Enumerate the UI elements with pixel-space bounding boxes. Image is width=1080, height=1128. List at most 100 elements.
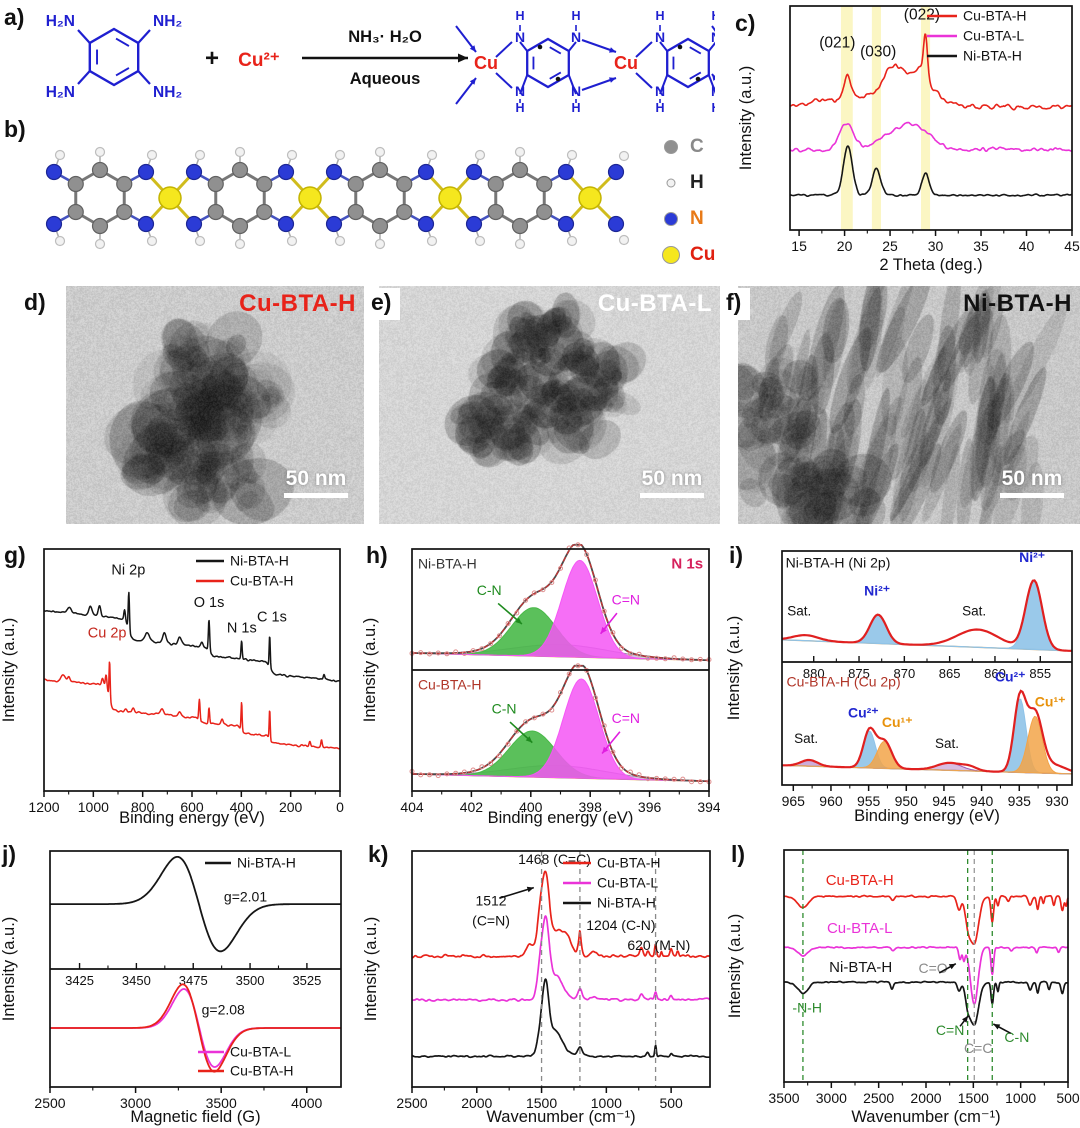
x-tick-label: 940 [970, 793, 994, 809]
hydrogen-label: H [655, 101, 664, 114]
data-point [435, 773, 441, 779]
annotation: Ni-BTA-H [418, 555, 477, 571]
data-point [662, 776, 668, 782]
x-tick-label: 400 [230, 799, 254, 815]
data-point [697, 779, 703, 785]
legend-label: Cu-BTA-L [963, 28, 1024, 44]
data-point [592, 695, 598, 701]
plus-sign: + [205, 45, 219, 72]
panel-letter-a: a) [4, 4, 25, 30]
data-point [418, 650, 424, 656]
legend-label: Ni-BTA-H [963, 48, 1022, 64]
data-point [549, 580, 555, 585]
annotation: (C=N) [472, 912, 510, 928]
panel-letter-k: k) [368, 841, 389, 867]
annotation: Ni²⁺ [1019, 549, 1045, 565]
x-tick-label: 25 [882, 238, 898, 254]
radical-dot [537, 44, 543, 50]
copper-atom [158, 186, 182, 210]
fit-dashed [412, 544, 709, 661]
annotation: Cu¹⁺ [882, 714, 913, 730]
panel-k-ftir: 1468 (C=C) 1512 (C=N) 1204 (C-N) 620 (M-N) 25… [360, 830, 720, 1128]
legend-label-N: N [690, 208, 704, 229]
hydrogen-label: H [515, 101, 524, 114]
data-point [566, 671, 572, 677]
series-Ni-BTA-H [43, 591, 341, 683]
x-tick-label: 965 [782, 793, 806, 809]
legend-label: Ni-BTA-H [237, 855, 296, 871]
x-axis-label: Magnetic field (G) [130, 1108, 260, 1126]
y-axis-label: Intensity (a.u.) [726, 914, 744, 1019]
annotation: C-N [477, 582, 502, 598]
x-tick-label: 1000 [1005, 1090, 1036, 1106]
scale-bar-line-d [284, 493, 348, 498]
x-tick-label: 960 [819, 793, 843, 809]
panel-g-xps-survey: Ni 2p Cu 2p O 1s N 1s C 1s 1200 1000 800 600 400 2… [0, 535, 360, 828]
x-tick-label: 404 [400, 799, 424, 815]
chart-xrd: (021) (030) (022) 15 20 25 30 35 40 45 2 Theta (de… [737, 5, 1080, 274]
annotation: Ni-BTA-H (Ni 2p) [786, 555, 891, 571]
annotation: (030) [860, 43, 896, 60]
data-point [601, 723, 607, 729]
y-axis-label: Intensity (a.u.) [0, 917, 18, 1022]
annotation: g=2.08 [202, 1001, 245, 1017]
x-tick-label: 2000 [461, 1095, 492, 1111]
annotation: Cu-BTA-H (Cu 2p) [787, 674, 901, 690]
data-point [566, 545, 572, 551]
annotation: C=N [612, 710, 640, 726]
hydrogen-label: H [711, 9, 715, 23]
legend-dot-C [664, 140, 678, 154]
data-point [496, 633, 502, 639]
annotation: 620 (M-N) [627, 937, 690, 953]
scale-bar-line-e [640, 493, 704, 498]
data-point [680, 656, 686, 662]
y-axis-label: Intensity (a.u.) [362, 917, 380, 1022]
x-tick-label: 1000 [591, 1095, 622, 1111]
annotation: Cu²⁺ [995, 669, 1026, 685]
x-tick-label: 45 [1064, 238, 1080, 254]
data-point [479, 646, 485, 652]
data-point [654, 775, 660, 781]
data-point [427, 651, 432, 657]
series-Cu-BTA-L [411, 915, 711, 1002]
data-point [610, 749, 616, 755]
annotation: C=N [936, 1022, 964, 1038]
annotation: Cu-BTA-H [826, 872, 894, 889]
nitrogen-label: N [655, 29, 665, 45]
legend-label: Cu-BTA-H [597, 855, 661, 871]
legend-label-C: C [690, 136, 704, 157]
data-point [575, 663, 581, 669]
tem-image-f [738, 286, 1080, 524]
data-point [505, 741, 511, 747]
x-tick-label: 0 [336, 799, 344, 815]
chart-xps-n1s: Ni-BTA-H N 1s C-N C=N Cu-BTA-H C-N C=N 404 402 40… [361, 542, 720, 827]
radical-dot [677, 44, 683, 50]
data-point [488, 761, 494, 766]
reaction-conditions: Aqueous [350, 70, 421, 88]
legend-label: Cu-BTA-H [963, 8, 1027, 24]
data-point [540, 711, 546, 717]
panel-letter-f: f) [722, 288, 751, 320]
chart-xps-metal2p: 880 875 870 865 860 855 Ni-BTA-H (Ni 2p) Sat. Ni… [725, 549, 1073, 825]
x-tick-label: 3500 [768, 1090, 799, 1106]
panel-letter-c: c) [735, 10, 756, 36]
molecular-chain-svg: CHN Cu [45, 136, 715, 265]
data-point [444, 651, 450, 657]
x-tick-label: 2500 [863, 1090, 894, 1106]
highlight-band [871, 6, 881, 230]
tem-sample-label-d: Cu-BTA-H [239, 290, 356, 317]
legend-label: Cu-BTA-H [230, 1063, 294, 1079]
x-tick-label: 600 [180, 799, 204, 815]
inner-tick-label: 3450 [122, 973, 151, 988]
x-tick-label: 2500 [396, 1095, 427, 1111]
inner-tick-label: 3500 [236, 973, 265, 988]
inner-tick-label: 3425 [65, 973, 94, 988]
data-point [558, 565, 563, 571]
chart-epr: 3425 3450 3475 3500 3525 g=2.01 g=2.08 2500 3000… [0, 850, 342, 1126]
legend-label: Cu-BTA-H [230, 573, 294, 589]
x-tick-label: 20 [837, 238, 853, 254]
panel-b-structure-model: C H N Cu [30, 112, 715, 282]
data-point [453, 770, 459, 776]
data-point [636, 651, 642, 657]
